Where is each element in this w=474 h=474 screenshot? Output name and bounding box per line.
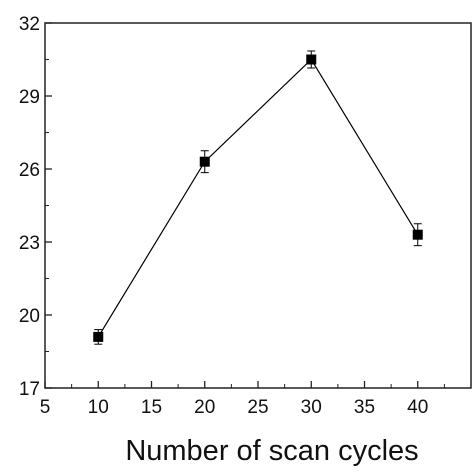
x-tick-label: 25 (247, 397, 268, 418)
x-tick-label: 30 (301, 397, 322, 418)
x-tick-label: 10 (88, 397, 109, 418)
data-point (412, 229, 423, 240)
y-tick-label: 29 (19, 87, 40, 108)
x-axis-ticks: 5 10 15 20 25 30 35 40 (40, 381, 445, 418)
y-axis-ticks: 17 20 23 26 29 32 (19, 14, 52, 400)
y-tick-label: 20 (19, 306, 40, 327)
data-point (199, 156, 210, 167)
data-point (306, 54, 317, 65)
x-tick-label: 40 (407, 397, 428, 418)
y-tick-label: 32 (19, 14, 40, 35)
series-line (97, 58, 419, 338)
x-tick-label: 5 (40, 397, 51, 418)
data-point (93, 331, 104, 342)
y-tick-label: 26 (19, 160, 40, 181)
x-tick-label: 15 (141, 397, 162, 418)
y-tick-label: 17 (19, 379, 40, 400)
y-tick-label: 23 (19, 233, 40, 254)
x-tick-label: 35 (354, 397, 375, 418)
plot-area (93, 50, 423, 345)
x-tick-label: 20 (194, 397, 215, 418)
plot-frame (44, 22, 472, 389)
x-axis-title: Number of scan cycles (125, 435, 418, 467)
